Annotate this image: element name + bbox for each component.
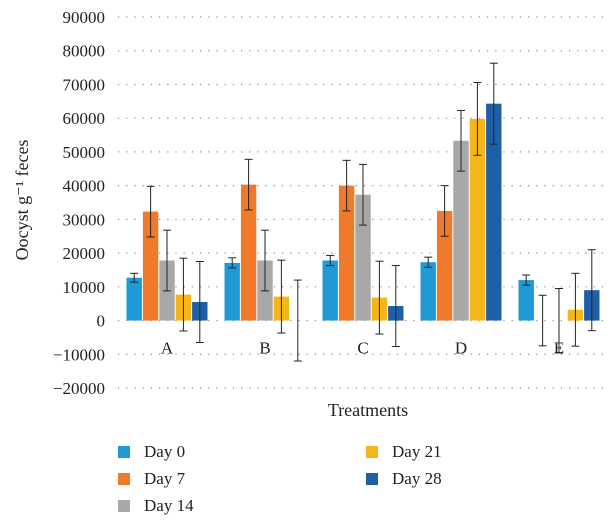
bar-chart: −20000 −10000 0 10000 20000 30000 40000 50000 60… (12, 8, 608, 420)
legend-item-day-21: Day 21 (366, 440, 442, 464)
legend-item-day-7: Day 7 (118, 467, 185, 491)
bar-day-21-d (469, 118, 486, 321)
legend-label: Day 28 (392, 469, 442, 488)
bar-day-7-d (436, 210, 453, 321)
bar-day-0-c (322, 260, 338, 321)
legend-item-day-14: Day 14 (118, 494, 194, 518)
y-tick-label: 30000 (63, 210, 106, 229)
y-tick-label: 90000 (63, 8, 106, 27)
legend-label: Day 14 (144, 496, 194, 515)
y-tick-label: 10000 (63, 278, 106, 297)
bar-day-7-a (142, 211, 159, 321)
legend-label: Day 0 (144, 442, 186, 461)
x-tick-label-b: B (259, 339, 270, 358)
bar-day-7-b (240, 184, 257, 321)
bar-day-14-d (453, 140, 469, 321)
bar-day-0-b (224, 262, 240, 321)
y-tick-label: 40000 (63, 177, 106, 196)
legend-swatch (118, 446, 130, 458)
y-tick-label: −10000 (53, 345, 105, 364)
legend-swatch (366, 473, 378, 485)
y-tick-label: 80000 (63, 42, 106, 61)
x-tick-label-a: A (161, 339, 174, 358)
y-tick-label: −20000 (53, 379, 105, 398)
bar-day-0-d (420, 262, 436, 321)
error-bars (130, 62, 596, 362)
y-tick-label: 0 (97, 312, 106, 331)
bars (126, 103, 600, 321)
legend-item-day-0: Day 0 (118, 440, 185, 464)
legend-swatch (118, 473, 130, 485)
legend-label: Day 7 (144, 469, 186, 488)
y-axis-title: Oocyst g⁻¹ feces (12, 140, 32, 261)
bar-day-28-d (486, 103, 502, 321)
y-tick-label: 70000 (63, 75, 106, 94)
bar-day-14-c (355, 194, 371, 321)
legend-label: Day 21 (392, 442, 442, 461)
bar-day-0-e (518, 280, 534, 321)
legend: Day 0 Day 7 Day 14 Day 21 Day 28 (118, 440, 518, 522)
y-axis-ticks: −20000 −10000 0 10000 20000 30000 40000 50000 60… (53, 8, 105, 398)
x-tick-label-e: E (554, 339, 564, 358)
y-tick-label: 60000 (63, 109, 106, 128)
bar-day-0-a (126, 277, 142, 321)
x-tick-label-d: D (455, 339, 467, 358)
y-tick-label: 50000 (63, 143, 106, 162)
legend-swatch (366, 446, 378, 458)
legend-swatch (118, 500, 130, 512)
x-axis-title: Treatments (328, 400, 408, 420)
bar-day-7-c (338, 185, 355, 321)
x-tick-label-c: C (357, 339, 368, 358)
legend-item-day-28: Day 28 (366, 467, 442, 491)
x-axis-ticks: A B C D E (161, 339, 564, 358)
y-tick-label: 20000 (63, 244, 106, 263)
